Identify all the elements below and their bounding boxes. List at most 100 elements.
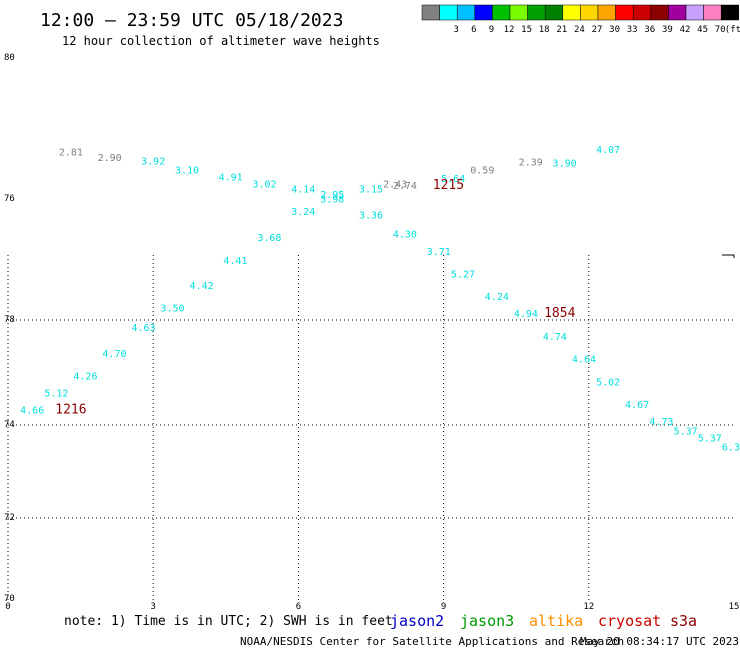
legend-swatch	[580, 4, 599, 21]
data-point-label: 4.64	[572, 355, 596, 366]
data-point-label: 3.92	[141, 157, 165, 168]
y-tick-label: 80	[4, 53, 15, 63]
data-point-label: 4.94	[514, 309, 538, 320]
data-point-label: 4.66	[20, 406, 44, 417]
data-point-label: 4.26	[73, 372, 97, 383]
data-point-label: 6.34	[722, 443, 740, 454]
y-tick-label: 74	[4, 420, 15, 430]
data-point-label: 4.42	[190, 281, 214, 292]
data-point-label: 3.50	[161, 304, 185, 315]
legend-swatch	[456, 4, 476, 21]
y-tick-label: 72	[4, 513, 15, 523]
page-title: 12:00 – 23:59 UTC 05/18/2023	[40, 10, 343, 31]
legend-label: 24	[574, 25, 585, 35]
legend-label: 70	[715, 25, 726, 35]
legend-label: 30	[609, 25, 620, 35]
legend-label: 27	[592, 25, 603, 35]
footer-timestamp: May 20 08:34:17 UTC 2023	[580, 635, 739, 648]
legend-swatch	[685, 4, 704, 21]
satellite-name-jason3: jason3	[460, 612, 514, 630]
pass-time-label: 1215	[433, 178, 464, 193]
footer-credit: NOAA/NESDIS Center for Satellite Applica…	[240, 635, 624, 648]
legend-swatch	[720, 4, 740, 21]
data-point-label: 2.74	[393, 181, 417, 192]
x-tick-label: 3	[150, 602, 155, 612]
satellite-name-jason2: jason2	[390, 612, 444, 630]
legend-label: 33	[627, 25, 638, 35]
y-tick-label: 76	[4, 194, 15, 204]
data-point-label: 3.90	[553, 158, 577, 169]
satellite-name-altika: altika	[529, 612, 583, 630]
data-point-label: 2.81	[59, 148, 83, 159]
satellite-legend: jason2 jason3 altika cryosat s3a	[390, 612, 697, 630]
pass-time-label: 1854	[544, 306, 575, 321]
data-point-label: 2.95	[320, 190, 344, 201]
data-point-label: 0.59	[470, 165, 494, 176]
pass-time-label: 1216	[55, 403, 86, 418]
data-point-label: 3.36	[359, 210, 383, 221]
legend-label: 39	[662, 25, 673, 35]
x-tick-label: 0	[5, 602, 10, 612]
data-point-label: 4.63	[131, 323, 155, 334]
satellite-name-cryosat: cryosat	[598, 612, 661, 630]
legend-label: 3	[453, 25, 458, 35]
footer-note: note: 1) Time is in UTC; 2) SWH is in fe…	[64, 614, 393, 629]
legend-swatch	[439, 4, 458, 21]
data-point-label: 5.12	[44, 389, 68, 400]
legend-label: 15	[521, 25, 532, 35]
legend-swatch	[527, 4, 546, 21]
legend-swatch	[562, 4, 581, 21]
data-point-label: 4.67	[625, 400, 649, 411]
data-point-label: 5.64	[441, 174, 465, 185]
legend-label: 9	[489, 25, 494, 35]
data-point-label: 4.14	[291, 185, 315, 196]
legend-unit: (ft)	[725, 25, 740, 35]
data-point-label: 3.15	[359, 185, 383, 196]
x-tick-label: 12	[583, 602, 594, 612]
legend-swatch	[650, 4, 669, 21]
data-point-label: 3.02	[252, 179, 276, 190]
plot-grid	[7, 255, 734, 600]
legend-label: 6	[471, 25, 476, 35]
x-tick-label: 9	[441, 602, 446, 612]
data-point-label: 4.91	[219, 172, 243, 183]
data-point-label: 4.24	[485, 292, 509, 303]
legend-swatch	[668, 4, 687, 21]
legend-label: 12	[504, 25, 515, 35]
data-point-label: 3.98	[320, 195, 344, 206]
y-tick-label: 78	[4, 315, 15, 325]
page-subtitle: 12 hour collection of altimeter wave hei…	[62, 34, 380, 48]
edge-mark	[722, 254, 735, 258]
data-point-label: 4.41	[223, 256, 247, 267]
legend-swatch	[544, 4, 564, 21]
x-tick-label: 15	[729, 602, 740, 612]
data-point-label: 3.24	[291, 207, 315, 218]
legend-swatch	[492, 4, 511, 21]
legend-swatch	[474, 4, 493, 21]
data-point-label: 3.10	[175, 165, 199, 176]
satellite-name-s3a: s3a	[670, 612, 697, 630]
data-point-label: 3.71	[427, 247, 451, 258]
pass-labels: 1216 1215 1854	[55, 178, 575, 417]
data-point-label: 5.37	[698, 433, 722, 444]
data-point-label: 2.90	[98, 153, 122, 164]
data-point-label: 2.43	[383, 179, 407, 190]
legend-swatch	[421, 4, 440, 21]
legend-label: 45	[697, 25, 708, 35]
legend-label: 36	[644, 25, 655, 35]
data-points: 2.81 2.90 2.432.74 0.59 2.39 3.92 3.10 4.91 3.02…	[20, 145, 740, 454]
legend-swatch	[509, 4, 528, 21]
data-point-label: 2.39	[519, 158, 543, 169]
data-point-label: 4.07	[596, 145, 620, 156]
legend-label: 42	[680, 25, 691, 35]
legend-label: 21	[556, 25, 567, 35]
legend-swatch	[632, 4, 652, 21]
data-point-label: 4.30	[393, 230, 417, 241]
y-tick-label: 70	[4, 594, 15, 604]
legend-label: 18	[539, 25, 550, 35]
data-point-label: 4.74	[543, 332, 567, 343]
data-point-label: 5.37	[674, 426, 698, 437]
